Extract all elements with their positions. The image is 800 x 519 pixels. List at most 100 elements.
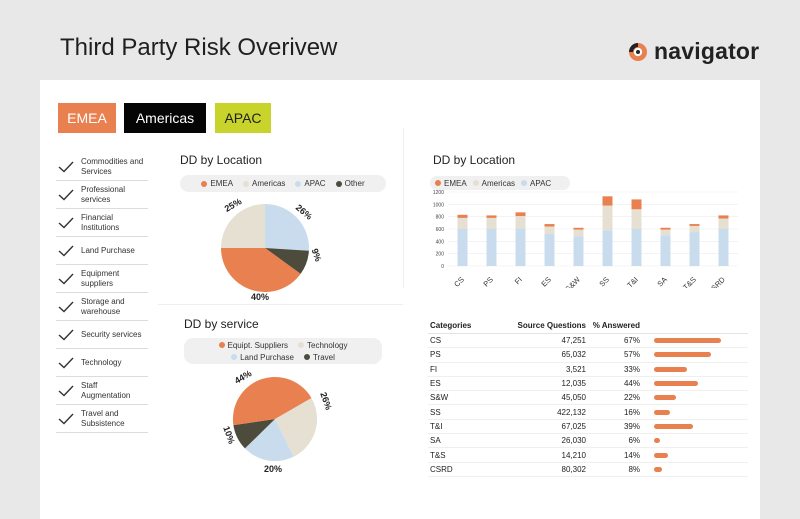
progress-bar [654,466,662,472]
filter-item[interactable]: Security services [56,321,148,349]
table-header: Categories Source Questions % Answered [428,318,748,334]
checkmark-icon[interactable] [58,357,74,369]
checkmark-icon[interactable] [58,189,74,201]
cell-bar [640,381,740,387]
filter-item[interactable]: Land Purchase [56,237,148,265]
cell-pct-answered: 33% [623,364,640,374]
cell-category: SA [430,436,441,446]
checkmark-icon[interactable] [58,329,74,341]
category-filter-list: Commodities and Services Professional ser… [56,153,148,433]
pie-service-label-technology: 26% [318,390,334,412]
cell-bar [640,466,740,472]
cell-source-questions: 12,035 [561,379,586,389]
legend-label: Travel [312,352,335,362]
legend-item: Other [335,179,365,188]
legend-item: Travel [303,352,335,362]
y-tick-label: 1200 [433,190,444,196]
divider [403,128,404,288]
cell-bar [640,395,740,401]
cell-pct-answered: 6% [628,436,640,446]
pie-location-title: DD by Location [180,153,263,167]
pie-service-slice [232,376,312,426]
cell-source-questions: 47,251 [561,336,586,346]
filter-label: Equipment suppliers [81,269,120,288]
checkmark-icon[interactable] [58,413,74,425]
filter-item[interactable]: Travel and Subsistence [56,405,148,433]
brand: navigator [628,38,759,65]
cell-source-questions: 3,521 [565,364,586,374]
filter-item[interactable]: Technology [56,349,148,377]
x-tick-label: CS [452,275,466,288]
legend-label: APAC [530,178,552,188]
table-row: T&S 14,210 14% [428,448,748,463]
cell-category: ES [430,379,441,389]
bar-segment-americas [660,229,671,236]
bar-segment-apac [515,228,526,266]
filter-label: Technology [81,357,122,367]
checkmark-icon[interactable] [58,273,74,285]
checkmark-icon[interactable] [58,245,74,257]
table-row: CSRD 80,302 8% [428,463,748,477]
col-source-questions: Source Questions [517,321,586,330]
tab-americas[interactable]: Americas [124,103,206,133]
bar-location-legend: EMEA Americas APAC [430,176,570,190]
bar-segment-emea [718,215,729,219]
technology-dot-icon [298,342,304,348]
filter-item[interactable]: Commodities and Services [56,153,148,181]
progress-bar [654,395,676,401]
checkmark-icon[interactable] [58,161,74,173]
cell-pct-answered: 57% [623,350,640,360]
bar-segment-americas [544,226,555,234]
table-body: CS 47,251 67% PS 65,032 57% FI 3,521 33% ES 12,035… [428,334,748,477]
tab-emea[interactable]: EMEA [58,103,116,133]
legend-item: APAC [295,179,326,188]
filter-item[interactable]: Equipment suppliers [56,265,148,293]
y-tick-label: 600 [436,227,445,233]
checkmark-icon[interactable] [58,385,74,397]
pie-location-chart [221,204,309,292]
progress-bar [654,423,693,429]
bar-segment-apac [718,229,729,266]
bar-segment-emea [573,227,584,230]
filter-label: Professional services [81,185,126,204]
cell-category: FI [430,364,438,374]
navigator-logo-icon [629,42,647,61]
checkmark-icon[interactable] [58,301,74,313]
filter-item[interactable]: Financial Institutions [56,209,148,237]
pie-service-slice [275,397,318,457]
pie-location-slice [265,204,309,251]
answer-table: Categories Source Questions % Answered C… [428,318,748,477]
emea-dot-icon [201,180,208,187]
table-row: PS 65,032 57% [428,348,748,363]
bar-segment-americas [486,217,497,229]
y-tick-label: 0 [441,264,444,270]
legend-label: Other [344,179,365,188]
bar-segment-emea [544,224,555,227]
filter-label: Commodities and Services [81,157,144,176]
page-title: Third Party Risk Overivew [60,34,338,61]
other-dot-icon [335,180,342,187]
tab-apac[interactable]: APAC [215,103,271,133]
bar-segment-apac [689,232,700,266]
bar-segment-apac [573,236,584,266]
pie-location-label-emea: 40% [251,292,270,302]
bar-segment-emea [457,214,468,218]
x-tick-label: FI [513,275,524,286]
filter-item[interactable]: Storage and warehouse [56,293,148,321]
legend-label: Americas [481,178,516,188]
checkmark-icon[interactable] [58,217,74,229]
cell-category: CSRD [430,464,453,474]
x-tick-label: T&S [681,275,698,288]
pie-location-label-other: 9% [309,247,324,263]
cell-source-questions: 65,032 [561,350,586,360]
land-purchase-dot-icon [231,354,238,360]
filter-item[interactable]: Staff Augmentation [56,377,148,405]
cell-pct-answered: 22% [623,393,640,403]
legend-item: Americas [243,179,285,188]
bar-segment-americas [515,216,526,229]
cell-pct-answered: 14% [623,450,640,460]
filter-item[interactable]: Professional services [56,181,148,209]
cell-bar [640,352,740,358]
filter-label: Land Purchase [81,245,135,255]
legend-item: Americas [472,178,516,188]
